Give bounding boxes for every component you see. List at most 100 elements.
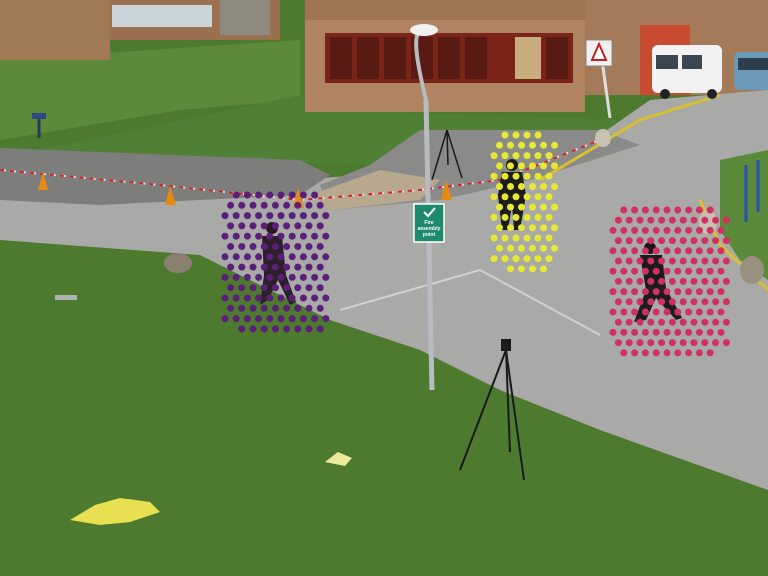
tracking-dot <box>221 294 229 302</box>
tracking-dot <box>701 237 709 245</box>
tracking-dot <box>712 298 720 306</box>
tracking-dot <box>299 273 307 281</box>
tracking-dot <box>679 216 687 224</box>
tracking-dot <box>674 226 682 234</box>
tracking-dot <box>658 339 666 347</box>
tracking-dot <box>614 257 622 265</box>
white-van <box>652 45 722 99</box>
tracking-dot <box>243 273 251 281</box>
tracking-dot <box>243 315 251 323</box>
tracking-dot <box>243 253 251 261</box>
tracking-dot <box>690 237 698 245</box>
tracking-dot <box>712 216 720 224</box>
tracking-dot <box>701 298 709 306</box>
tracking-dot <box>706 226 714 234</box>
tracking-dot <box>706 206 714 214</box>
tracking-dot <box>540 141 547 149</box>
tracking-dot <box>641 328 649 336</box>
tracking-dot <box>701 257 709 265</box>
tracking-dot <box>712 257 720 265</box>
tripod-camera <box>459 339 525 481</box>
tracking-dot <box>316 243 324 250</box>
tracking-dot <box>311 212 319 220</box>
tracking-dot <box>288 253 296 261</box>
tracking-dot <box>305 201 313 209</box>
tracking-dot <box>545 213 553 221</box>
tracking-dot <box>227 243 235 250</box>
tracking-dot <box>636 298 644 306</box>
tracking-dot <box>496 224 503 232</box>
tracking-dot <box>266 191 274 199</box>
tracking-dot <box>255 212 263 220</box>
tracking-dot <box>283 201 291 209</box>
tracking-dot <box>266 232 274 240</box>
tracking-dot <box>614 298 622 306</box>
tracking-dot <box>322 232 330 240</box>
tracking-dot <box>695 308 703 316</box>
tracking-dot <box>260 263 268 271</box>
tracking-dot <box>523 234 531 242</box>
tracking-dot <box>299 253 307 261</box>
building-left <box>0 0 110 60</box>
tracking-dot <box>620 288 628 296</box>
tracking-dot <box>706 247 714 255</box>
tracking-dot <box>717 226 725 234</box>
tracking-dot <box>706 308 714 316</box>
tracking-dot <box>294 304 302 312</box>
tracking-dot <box>221 232 229 240</box>
tracking-dot <box>636 277 644 285</box>
tracking-dot <box>658 257 666 265</box>
tracking-dot <box>249 284 257 292</box>
tracking-dot <box>496 244 503 252</box>
tracking-dot <box>523 131 531 139</box>
tracking-dot <box>316 325 324 333</box>
tracking-dot <box>496 183 503 190</box>
tracking-dot <box>652 308 660 316</box>
tracking-dot <box>501 193 509 201</box>
tracking-dot <box>238 201 246 209</box>
tracking-dot <box>288 315 296 323</box>
tracking-dot <box>658 298 666 306</box>
tracking-dot <box>283 243 291 250</box>
tracking-dot <box>534 193 542 201</box>
tracking-dot <box>551 162 558 170</box>
tracking-dot <box>620 206 628 214</box>
tracking-dot <box>512 193 520 201</box>
tracking-dot <box>507 265 514 273</box>
tracking-dot <box>712 237 720 245</box>
tracking-dot <box>294 325 302 333</box>
tracking-dot <box>685 247 693 255</box>
tracking-dot <box>238 243 246 250</box>
tracking-dot <box>647 277 655 285</box>
tracking-dot <box>625 339 633 347</box>
tracking-dot <box>227 201 235 209</box>
tracking-dot <box>663 288 671 296</box>
tracking-dot <box>238 325 246 333</box>
tracking-dot <box>668 277 676 285</box>
tracking-dot <box>641 247 649 255</box>
tracking-dot <box>529 141 536 149</box>
tracking-dot <box>625 257 633 265</box>
tracking-dot <box>507 183 514 190</box>
litter <box>70 498 160 525</box>
tracking-dot <box>501 213 509 221</box>
tracking-dot <box>685 206 693 214</box>
tracking-dot <box>507 141 514 149</box>
tracking-dot <box>701 318 709 326</box>
warning-sign <box>585 39 613 119</box>
tracking-dot <box>288 191 296 199</box>
tracking-dot <box>490 172 498 180</box>
tracking-dot <box>690 318 698 326</box>
tracking-dot <box>227 222 235 230</box>
tracking-dot <box>529 265 536 273</box>
tracking-dot <box>277 315 285 323</box>
tracking-dot <box>249 243 257 250</box>
tracking-dot <box>652 328 660 336</box>
tracking-dot <box>625 237 633 245</box>
tracking-dot <box>277 294 285 302</box>
tracking-dot <box>663 226 671 234</box>
tracking-dot <box>518 203 525 211</box>
tracking-dot <box>322 294 330 302</box>
tracking-dot <box>641 267 649 275</box>
tracking-dot <box>255 191 263 199</box>
